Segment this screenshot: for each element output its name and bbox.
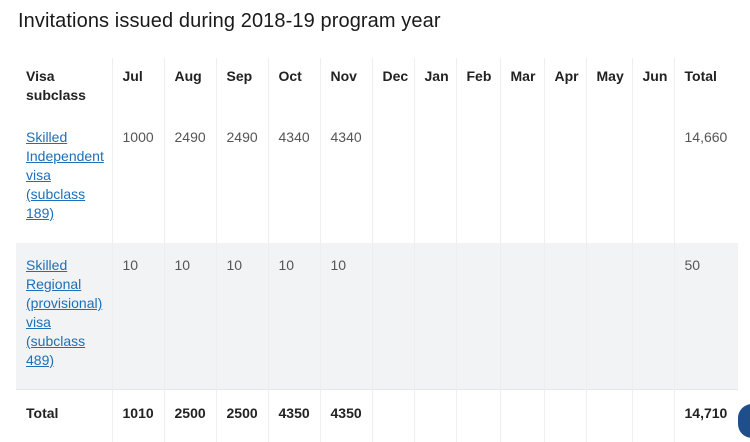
column-header-mar: Mar [500,58,544,115]
table-cell [372,115,414,243]
table-cell [414,115,456,243]
column-header-jul: Jul [112,58,164,115]
table-cell [586,115,632,243]
table-cell [500,243,544,390]
table-row: Skilled Independent visa (subclass 189) … [16,115,738,243]
table-cell [456,243,500,390]
total-cell [544,390,586,442]
total-cell [500,390,544,442]
table-cell [456,115,500,243]
column-header-feb: Feb [456,58,500,115]
visa-subclass-cell: Skilled Independent visa (subclass 189) [16,115,112,243]
table-header-row: Visa subclass Jul Aug Sep Oct Nov Dec Ja… [16,58,738,115]
column-header-jan: Jan [414,58,456,115]
table-cell [500,115,544,243]
table-total-row: Total 1010 2500 2500 4350 4350 14,710 [16,390,738,442]
total-cell: 4350 [268,390,320,442]
column-header-total: Total [674,58,738,115]
table-cell: 10 [268,243,320,390]
column-header-may: May [586,58,632,115]
column-header-nov: Nov [320,58,372,115]
total-cell [372,390,414,442]
column-header-jun: Jun [632,58,674,115]
table-cell [586,243,632,390]
total-cell [456,390,500,442]
total-cell: 2500 [216,390,268,442]
table-cell: 4340 [320,115,372,243]
table-cell: 2490 [164,115,216,243]
visa-189-link[interactable]: Skilled Independent visa (subclass 189) [26,129,104,221]
table-cell [632,243,674,390]
total-cell: 1010 [112,390,164,442]
table-cell [544,243,586,390]
table-row: Skilled Regional (provisional) visa (sub… [16,243,738,390]
table-cell: 10 [112,243,164,390]
table-cell: 4340 [268,115,320,243]
total-cell [586,390,632,442]
total-label: Total [16,390,112,442]
column-header-sep: Sep [216,58,268,115]
table-cell [414,243,456,390]
table-cell [372,243,414,390]
visa-489-link[interactable]: Skilled Regional (provisional) visa (sub… [26,257,102,368]
page-title: Invitations issued during 2018-19 progra… [18,10,441,33]
table-cell [632,115,674,243]
total-cell [414,390,456,442]
invitations-table: Visa subclass Jul Aug Sep Oct Nov Dec Ja… [16,58,738,442]
table-cell: 10 [216,243,268,390]
total-cell: 4350 [320,390,372,442]
column-header-apr: Apr [544,58,586,115]
visa-subclass-cell: Skilled Regional (provisional) visa (sub… [16,243,112,390]
column-header-aug: Aug [164,58,216,115]
row-total-cell: 14,660 [674,115,738,243]
total-cell: 2500 [164,390,216,442]
table-cell [544,115,586,243]
table-cell: 10 [320,243,372,390]
total-cell [632,390,674,442]
column-header-visa-subclass: Visa subclass [16,58,112,115]
grand-total-cell: 14,710 [674,390,738,442]
column-header-dec: Dec [372,58,414,115]
row-total-cell: 50 [674,243,738,390]
column-header-oct: Oct [268,58,320,115]
table-cell: 2490 [216,115,268,243]
feedback-tab-icon[interactable] [738,404,750,438]
table-cell: 1000 [112,115,164,243]
table-cell: 10 [164,243,216,390]
